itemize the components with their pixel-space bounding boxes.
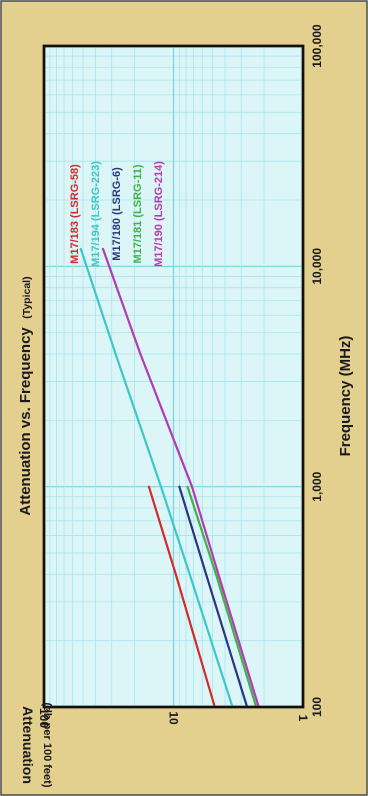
x-tick-label: 100 (310, 697, 324, 717)
legend-series-alias: (LSRG-6) (111, 167, 123, 215)
series-lines (79, 247, 260, 709)
x-tick-label: 10,000 (310, 248, 324, 285)
legend-series-name: M17/183 (69, 218, 81, 264)
grid (44, 46, 304, 708)
series-line-3 (186, 485, 258, 709)
series-line-4 (101, 247, 260, 709)
legend: M17/183 (LSRG-58)M17/194 (LSRG-223)M17/1… (69, 161, 165, 267)
legend-series-alias: (LSRG-58) (69, 164, 81, 218)
x-axis-label: Frequency (MHz) (337, 336, 354, 457)
legend-series-name: M17/181 (132, 218, 144, 264)
series-line-2 (178, 485, 249, 709)
y-axis-sublabel: (db per 100 feet) (41, 703, 53, 788)
y-tick-label: 10 (167, 711, 181, 725)
legend-series-name: M17/190 (153, 221, 165, 267)
plot-border (42, 44, 305, 709)
legend-series-name: M17/194 (90, 221, 102, 267)
chart-title: Attenuation vs. Frequency (Typical) (17, 276, 34, 515)
y-axis-label: Attenuation (20, 706, 36, 784)
x-tick-label: 1,000 (310, 471, 324, 501)
tick-labels: 100 1,000 10,000 100,000 1 10 100 (37, 24, 324, 728)
legend-entry: M17/180 (LSRG-6) (111, 167, 123, 261)
x-tick-label: 100,000 (310, 24, 324, 68)
legend-series-alias: (LSRG-223) (90, 161, 102, 221)
chart-title-suffix: (Typical) (21, 276, 33, 318)
legend-series-alias: (LSRG-11) (132, 164, 144, 218)
series-line-0 (147, 485, 216, 709)
legend-entry: M17/183 (LSRG-58) (69, 164, 81, 264)
chart-title-main: Attenuation vs. Frequency (17, 327, 34, 516)
y-tick-label: 1 (296, 715, 310, 722)
legend-series-alias: (LSRG-214) (153, 161, 165, 221)
legend-entry: M17/190 (LSRG-214) (153, 161, 165, 267)
legend-entry: M17/194 (LSRG-223) (90, 161, 102, 267)
series-line-1 (79, 247, 234, 709)
legend-entry: M17/181 (LSRG-11) (132, 164, 144, 263)
y-tick-label: 100 (37, 708, 51, 728)
legend-series-name: M17/180 (111, 215, 123, 261)
